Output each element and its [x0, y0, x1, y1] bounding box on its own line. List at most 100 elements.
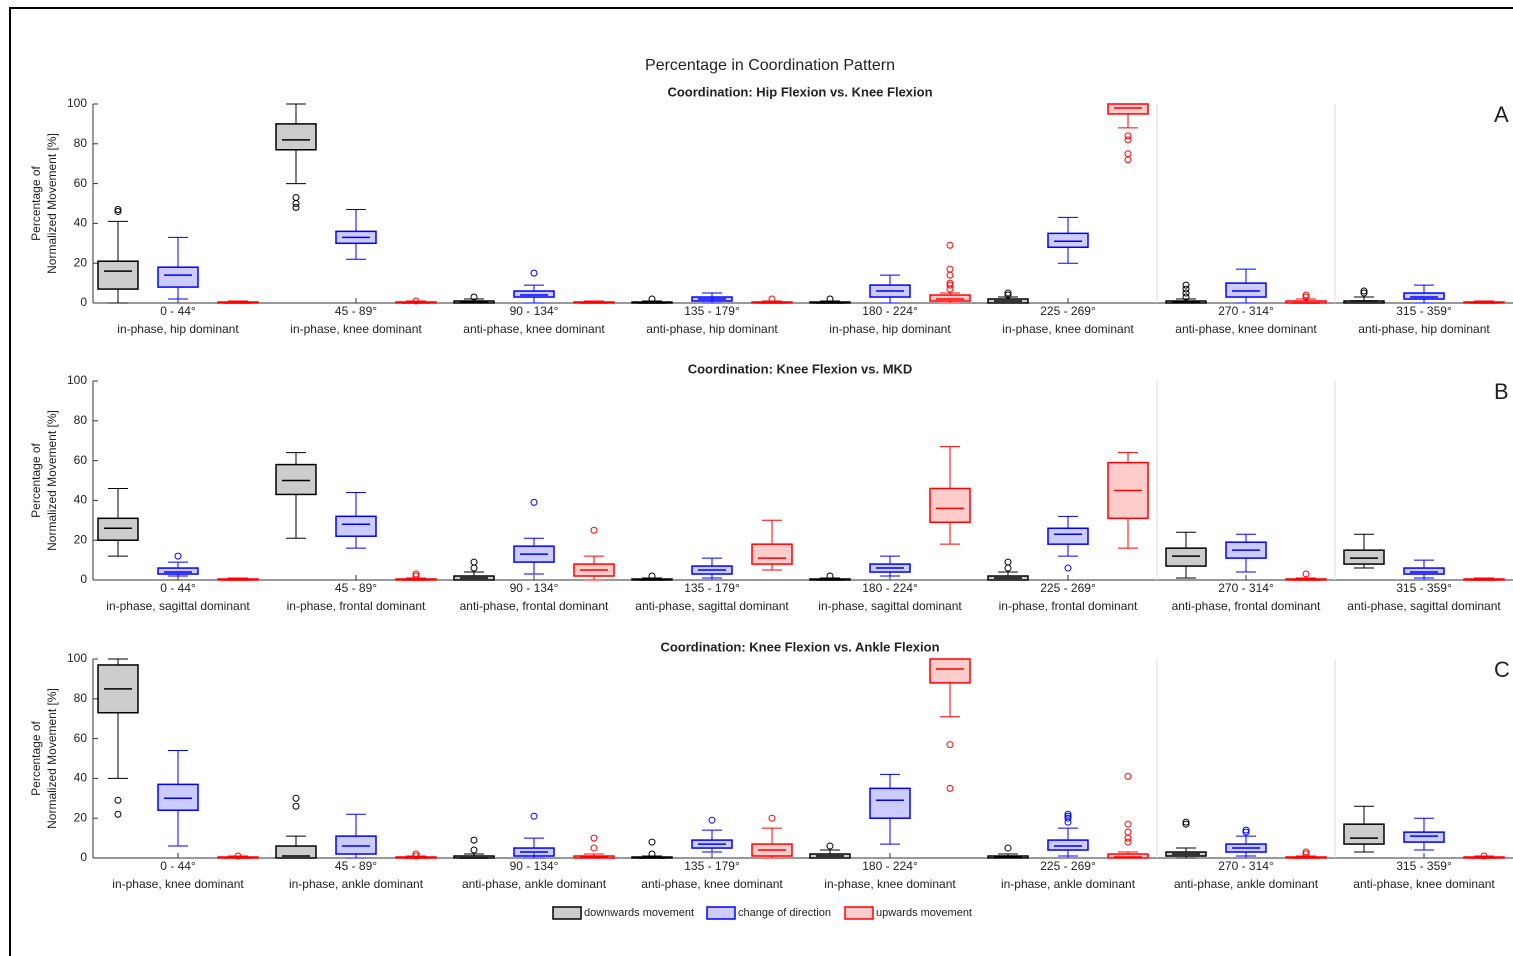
- outlier: [1004, 844, 1012, 852]
- outlier: [946, 265, 954, 273]
- outlier: [648, 850, 656, 858]
- outlier: [1004, 564, 1012, 572]
- x-sublabel: anti-phase, hip dominant: [646, 322, 778, 336]
- legend-label: change of direction: [738, 907, 831, 919]
- panel-letter: A: [1494, 102, 1509, 127]
- outlier: [1124, 820, 1132, 828]
- y-tick-label: 80: [74, 413, 88, 427]
- x-sublabel: in-phase, sagittal dominant: [106, 599, 250, 613]
- outlier: [530, 269, 538, 277]
- outlier: [1124, 150, 1132, 158]
- outlier: [1124, 838, 1132, 846]
- box: [1047, 232, 1089, 249]
- box: [1343, 549, 1385, 565]
- x-sublabel: in-phase, ankle dominant: [289, 877, 424, 891]
- outlier: [1480, 852, 1488, 860]
- x-tick-label: 270 - 314°: [1218, 304, 1274, 318]
- outlier: [826, 295, 834, 303]
- outlier: [708, 816, 716, 824]
- box: [1165, 547, 1207, 567]
- outlier: [114, 207, 122, 215]
- y-tick-label: 20: [74, 255, 88, 269]
- x-tick-label: 180 - 224°: [862, 304, 918, 318]
- outlier: [1182, 818, 1190, 826]
- box: [1047, 527, 1089, 545]
- outlier: [412, 572, 420, 580]
- outlier: [174, 552, 182, 560]
- outlier: [648, 838, 656, 846]
- y-tick-label: 80: [74, 136, 88, 150]
- outlier: [1182, 293, 1190, 301]
- x-tick-label: 45 - 89°: [335, 581, 377, 595]
- y-tick-label: 80: [74, 691, 88, 705]
- box: [929, 658, 971, 684]
- x-tick-label: 45 - 89°: [335, 304, 377, 318]
- legend-label: downwards movement: [584, 907, 694, 919]
- x-sublabel: in-phase, ankle dominant: [1001, 877, 1136, 891]
- y-tick-label: 100: [67, 96, 87, 110]
- outlier: [1182, 285, 1190, 293]
- outlier: [470, 836, 478, 844]
- x-sublabel: in-phase, knee dominant: [824, 877, 956, 891]
- x-sublabel: in-phase, hip dominant: [829, 322, 951, 336]
- outlier: [1004, 291, 1012, 299]
- outlier: [1302, 291, 1310, 299]
- outlier: [648, 295, 656, 303]
- x-tick-label: 225 - 269°: [1040, 859, 1096, 873]
- outlier: [1302, 848, 1310, 856]
- outlier: [1064, 564, 1072, 572]
- box: [275, 463, 317, 496]
- y-tick-label: 40: [74, 216, 88, 230]
- panel-letter: B: [1494, 379, 1509, 404]
- y-tick-label: 0: [80, 572, 87, 586]
- x-sublabel: in-phase, frontal dominant: [999, 599, 1138, 613]
- outlier: [1242, 828, 1250, 836]
- outlier: [412, 297, 420, 305]
- outlier: [292, 802, 300, 810]
- outlier: [530, 812, 538, 820]
- outlier: [1124, 132, 1132, 140]
- x-tick-label: 270 - 314°: [1218, 859, 1274, 873]
- outlier: [1182, 820, 1190, 828]
- legend-swatch: [844, 906, 874, 920]
- x-sublabel: anti-phase, knee dominant: [463, 322, 605, 336]
- x-tick-label: 270 - 314°: [1218, 581, 1274, 595]
- outlier: [1360, 287, 1368, 295]
- outlier: [946, 241, 954, 249]
- x-tick-label: 135 - 179°: [684, 581, 740, 595]
- x-sublabel: anti-phase, knee dominant: [1175, 322, 1317, 336]
- outlier: [1004, 289, 1012, 297]
- y-tick-label: 100: [67, 373, 87, 387]
- x-tick-label: 0 - 44°: [160, 859, 196, 873]
- outlier: [292, 194, 300, 202]
- outlier: [412, 570, 420, 578]
- outlier: [114, 810, 122, 818]
- x-tick-label: 315 - 359°: [1396, 304, 1452, 318]
- y-tick-label: 60: [74, 176, 88, 190]
- y-tick-label: 0: [80, 295, 87, 309]
- y-tick-label: 60: [74, 731, 88, 745]
- x-sublabel: in-phase, hip dominant: [117, 322, 239, 336]
- outlier: [1124, 828, 1132, 836]
- y-axis-label: Percentage of: [29, 720, 43, 795]
- x-sublabel: anti-phase, frontal dominant: [460, 599, 609, 613]
- outlier: [1124, 136, 1132, 144]
- box: [1225, 282, 1267, 298]
- x-tick-label: 225 - 269°: [1040, 304, 1096, 318]
- chart-title: Percentage in Coordination Pattern: [645, 57, 895, 74]
- x-sublabel: anti-phase, ankle dominant: [1174, 877, 1319, 891]
- outlier: [946, 741, 954, 749]
- x-sublabel: anti-phase, sagittal dominant: [1347, 599, 1501, 613]
- panel-title: Coordination: Knee Flexion vs. MKD: [688, 361, 913, 376]
- outlier: [114, 205, 122, 213]
- outlier: [1124, 772, 1132, 780]
- outlier: [292, 200, 300, 207]
- outlier: [1302, 850, 1310, 858]
- box: [275, 845, 317, 859]
- panel-title: Coordination: Knee Flexion vs. Ankle Fle…: [660, 639, 939, 654]
- outlier: [1302, 293, 1310, 301]
- y-tick-label: 20: [74, 810, 88, 824]
- x-sublabel: in-phase, knee dominant: [1002, 322, 1134, 336]
- panel-letter: C: [1494, 657, 1510, 682]
